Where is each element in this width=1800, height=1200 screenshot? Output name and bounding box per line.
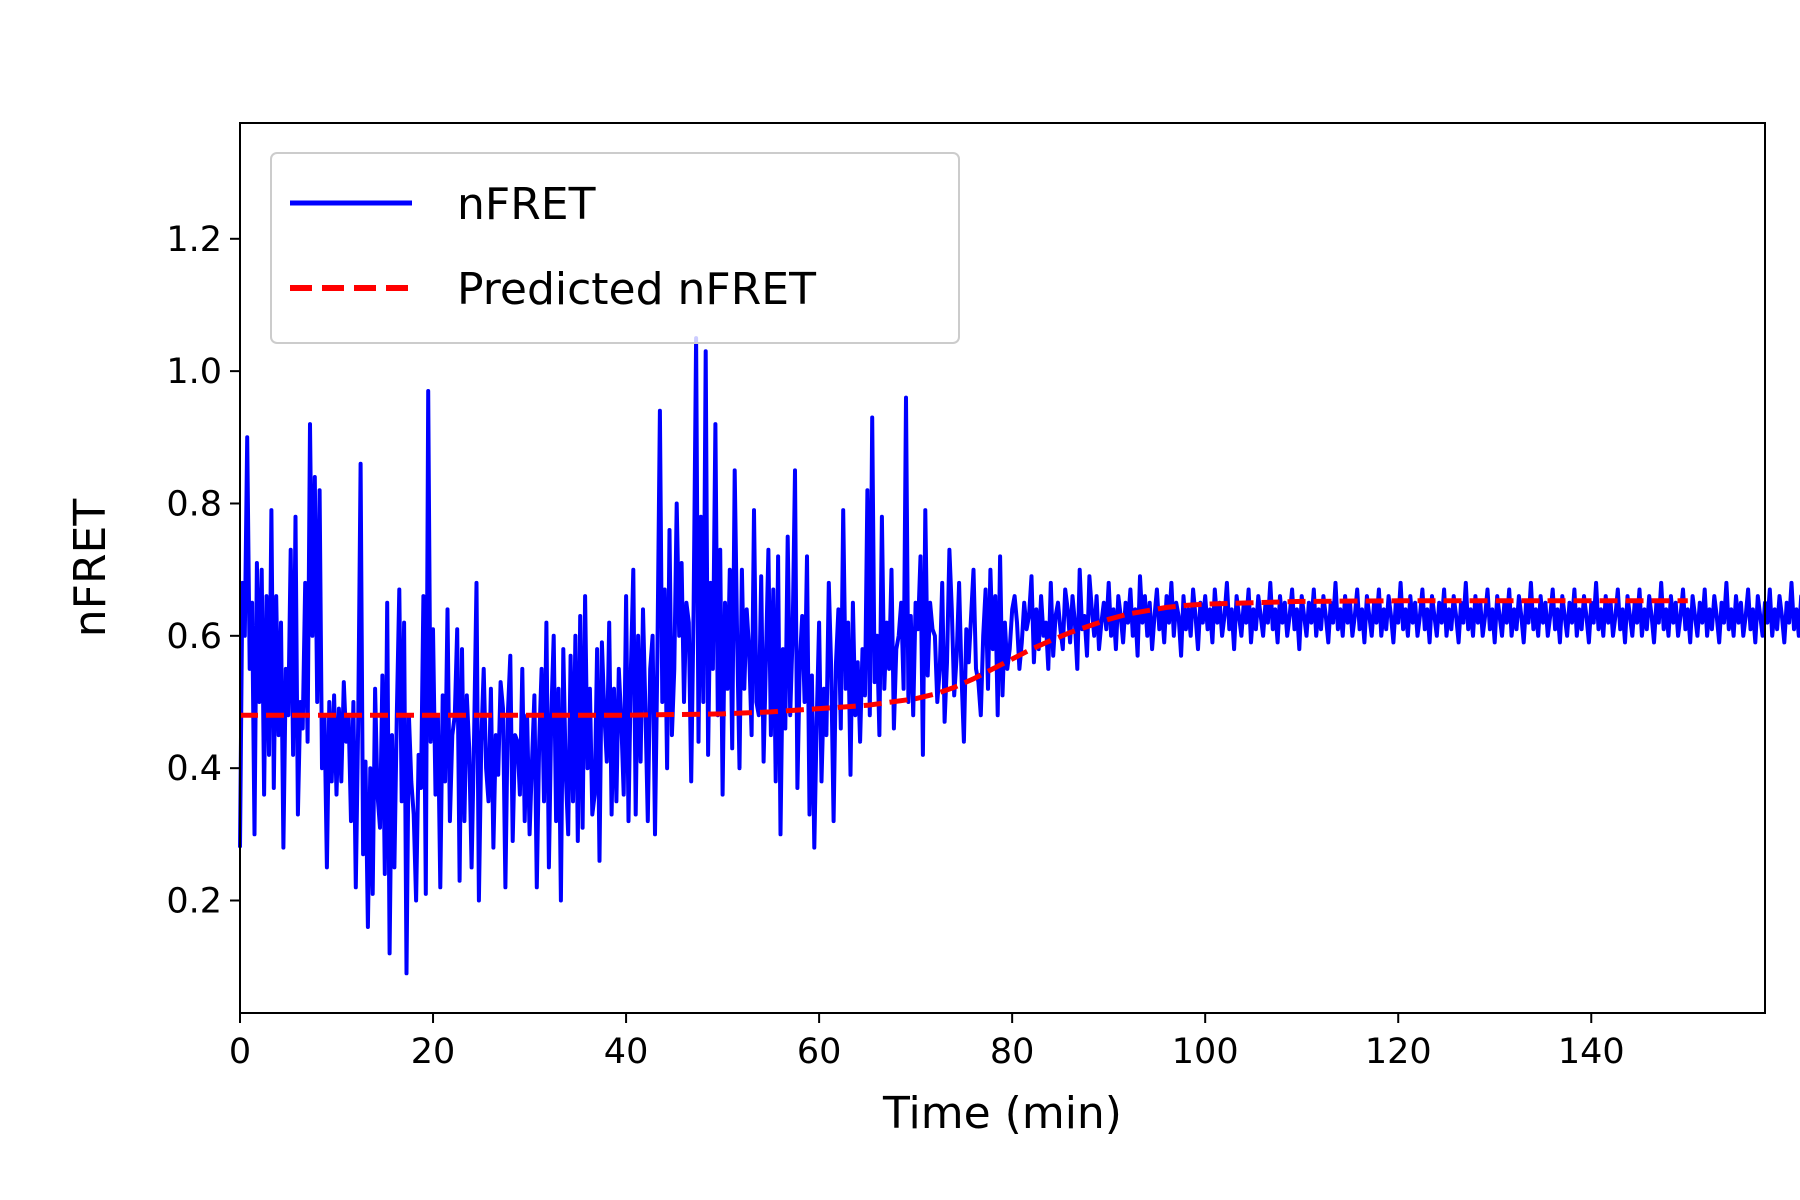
y-axis: 0.2 0.4 0.6 0.8 1.0 1.2: [166, 220, 240, 922]
y-axis-label: nFRET: [65, 499, 116, 638]
y-tick-label: 0.2: [166, 882, 222, 922]
x-tick-label: 140: [1558, 1032, 1625, 1072]
series-layer: [238, 336, 1800, 976]
y-tick-label: 0.6: [166, 617, 222, 657]
x-tick-label: 80: [990, 1032, 1035, 1072]
y-tick-label: 0.8: [166, 484, 222, 524]
plot-frame: [239, 122, 1766, 1014]
x-axis-label: Time (min): [882, 1088, 1122, 1139]
x-tick-label: 20: [411, 1032, 456, 1072]
legend-box: [270, 152, 960, 344]
x-tick-label: 60: [797, 1032, 842, 1072]
legend: nFRET Predicted nFRET: [270, 152, 960, 344]
x-tick-label: 0: [229, 1032, 251, 1072]
x-tick-label: 120: [1365, 1032, 1432, 1072]
x-axis: 0 20 40 60 80 100 120 140: [229, 1013, 1625, 1072]
y-tick-label: 1.0: [166, 352, 222, 392]
legend-label-nfret: nFRET: [457, 179, 596, 230]
x-tick-label: 40: [604, 1032, 649, 1072]
x-tick-label: 100: [1172, 1032, 1239, 1072]
y-tick-label: 0.4: [166, 749, 222, 789]
legend-label-predicted-nfret: Predicted nFRET: [457, 264, 816, 315]
y-tick-label: 1.2: [166, 220, 222, 260]
series-line-predicted-nfret: [240, 598, 1688, 718]
series-line-nfret: [238, 336, 1800, 976]
